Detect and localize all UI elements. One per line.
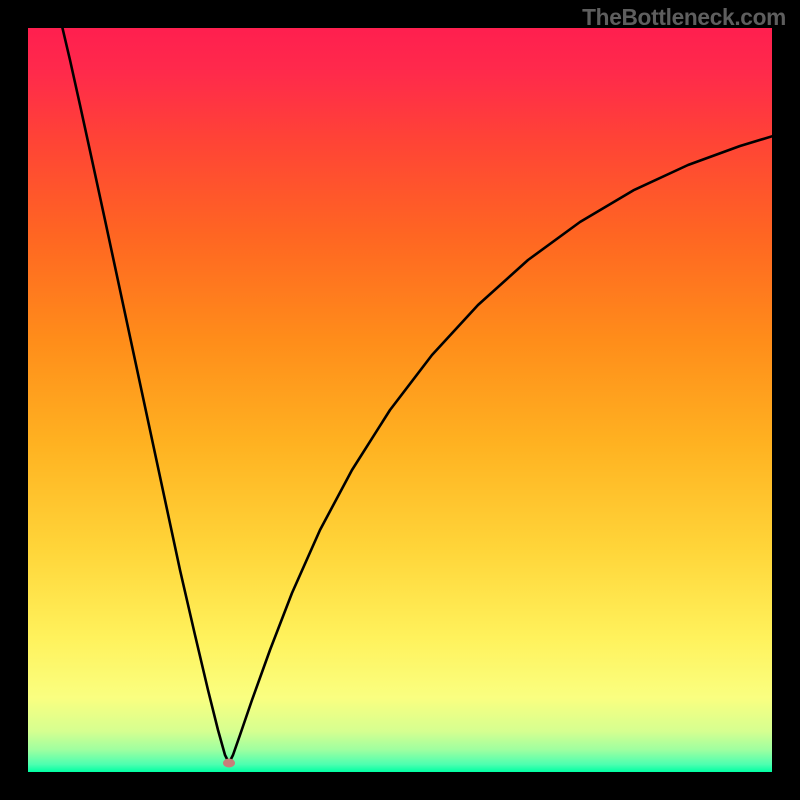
optimal-point-marker: [223, 759, 235, 768]
bottleneck-chart: [0, 0, 800, 800]
chart-container: TheBottleneck.com: [0, 0, 800, 800]
gradient-plot-area: [28, 28, 772, 772]
